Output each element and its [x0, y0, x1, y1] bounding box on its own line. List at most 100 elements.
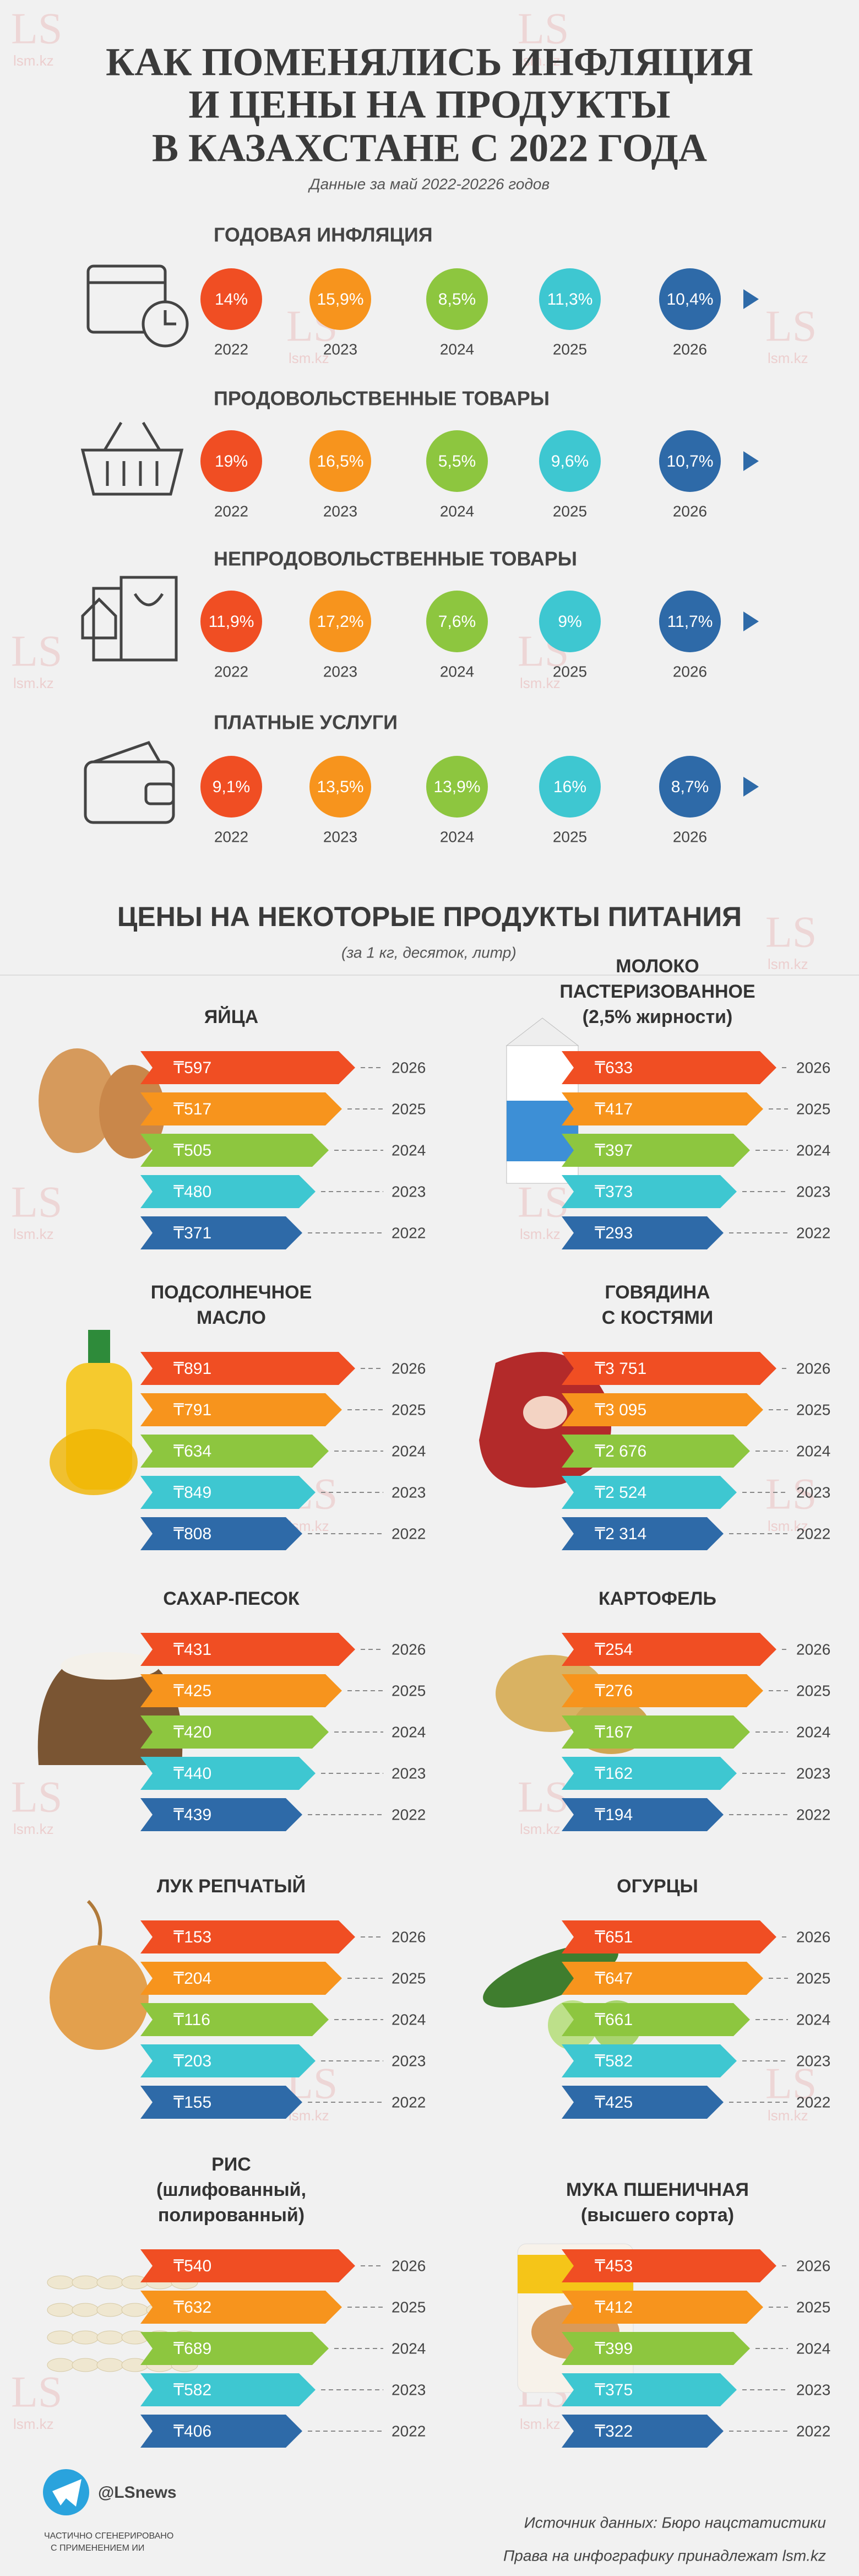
icon [81, 597, 117, 640]
price-label: ₸406 [173, 2422, 211, 2440]
shape [37, 1660, 183, 1765]
price-label: ₸791 [173, 1401, 211, 1419]
price-arrow [140, 2415, 302, 2448]
year-label: 2026 [796, 1360, 830, 1377]
year-label: 2022 [392, 1806, 426, 1823]
year-label: 2026 [673, 828, 707, 845]
value-label: 16,5% [317, 452, 363, 470]
product-name: ЯЙЦА [204, 1006, 258, 1027]
timeline-arrow [743, 611, 759, 631]
year-label: 2025 [392, 1401, 426, 1418]
section-title: ПЛАТНЫЕ УСЛУГИ [214, 711, 398, 734]
product-image [37, 1652, 183, 1765]
price-arrow [140, 1352, 355, 1385]
value-label: 15,9% [317, 290, 363, 309]
handle: @LSnews [98, 2483, 177, 2502]
price-arrow [562, 1962, 763, 1995]
product-name: ГОВЯДИНА [605, 1282, 710, 1303]
product-name: (шлифованный, [156, 2179, 306, 2200]
value-circle [200, 268, 262, 330]
price-arrow [562, 1798, 724, 1831]
shape [47, 2303, 74, 2317]
price-label: ₸417 [595, 1100, 633, 1118]
section-title: ПРОДОВОЛЬСТВЕННЫЕ ТОВАРЫ [214, 387, 550, 410]
price-label: ₸425 [595, 2093, 633, 2112]
watermark-site: lsm.kz [13, 1821, 54, 1837]
value-label: 13,9% [433, 778, 480, 796]
product-image [50, 1899, 149, 2050]
price-label: ₸162 [595, 1765, 633, 1783]
price-arrow [140, 1393, 342, 1426]
ai-note: С ПРИМЕНЕНИЕМ ИИ [51, 2543, 144, 2553]
watermark-site: lsm.kz [289, 350, 329, 366]
year-label: 2024 [440, 502, 474, 519]
price-arrow [140, 1134, 329, 1167]
watermark-logo: LS [765, 908, 817, 956]
year-label: 2025 [392, 1969, 426, 1987]
price-arrow [140, 1798, 302, 1831]
product-name: МАСЛО [197, 1307, 266, 1328]
shape [47, 2330, 74, 2345]
price-label: ₸431 [173, 1641, 211, 1659]
section-title: ГОДОВАЯ ИНФЛЯЦИЯ [214, 224, 433, 246]
price-arrow [562, 1715, 750, 1749]
price-arrow [562, 1476, 737, 1509]
shape [507, 1101, 578, 1161]
year-label: 2024 [796, 1723, 830, 1740]
value-circle [539, 430, 601, 492]
price-arrow [562, 1517, 724, 1550]
year-label: 2025 [796, 1401, 830, 1418]
value-label: 10,4% [666, 290, 713, 309]
watermark-logo: LS [11, 1773, 62, 1821]
year-label: 2024 [392, 2011, 426, 2028]
value-circle [426, 591, 488, 652]
price-label: ₸582 [595, 2052, 633, 2070]
year-label: 2026 [392, 1360, 426, 1377]
price-label: ₸439 [173, 1806, 211, 1824]
price-arrow [562, 1435, 750, 1468]
year-label: 2023 [392, 1484, 426, 1501]
product-name: МУКА ПШЕНИЧНАЯ [566, 2179, 749, 2200]
price-arrow [140, 1757, 316, 1790]
value-label: 8,5% [438, 290, 476, 309]
price-arrow [140, 2291, 342, 2324]
year-label: 2022 [214, 828, 248, 845]
year-label: 2025 [553, 502, 587, 519]
shape [523, 1396, 567, 1429]
year-label: 2026 [392, 2257, 426, 2274]
watermark-site: lsm.kz [13, 52, 54, 69]
year-label: 2023 [796, 2052, 830, 2069]
product-name: (2,5% жирности) [583, 1006, 733, 1027]
timeline-arrow [743, 451, 759, 471]
prices-title: ЦЕНЫ НА НЕКОТОРЫЕ ПРОДУКТЫ ПИТАНИЯ [117, 901, 742, 932]
price-arrow [562, 2415, 724, 2448]
year-label: 2024 [392, 2340, 426, 2357]
year-label: 2026 [673, 663, 707, 680]
price-arrow [562, 1674, 763, 1707]
value-circle [309, 591, 371, 652]
price-arrow [562, 1920, 776, 1953]
price-arrow [562, 1393, 763, 1426]
price-label: ₸689 [173, 2340, 211, 2358]
year-label: 2024 [796, 1442, 830, 1459]
price-label: ₸167 [595, 1723, 633, 1741]
ai-note: ЧАСТИЧНО СГЕНЕРИРОВАНО [44, 2531, 173, 2541]
price-label: ₸375 [595, 2381, 633, 2399]
year-label: 2025 [392, 2298, 426, 2315]
year-label: 2023 [323, 502, 357, 519]
watermark-logo: LS [765, 2059, 817, 2108]
value-circle [200, 756, 262, 818]
price-arrow [140, 1920, 355, 1953]
price-arrow [140, 1175, 316, 1208]
watermark-logo: LS [765, 1470, 817, 1518]
value-label: 5,5% [438, 452, 476, 470]
price-label: ₸155 [173, 2093, 211, 2112]
watermark-logo: LS [518, 4, 569, 53]
icon [164, 310, 176, 326]
price-arrow [562, 1633, 776, 1666]
year-label: 2022 [796, 1525, 830, 1542]
year-label: 2022 [796, 1806, 830, 1823]
year-label: 2025 [796, 1100, 830, 1117]
price-label: ₸891 [173, 1360, 211, 1378]
